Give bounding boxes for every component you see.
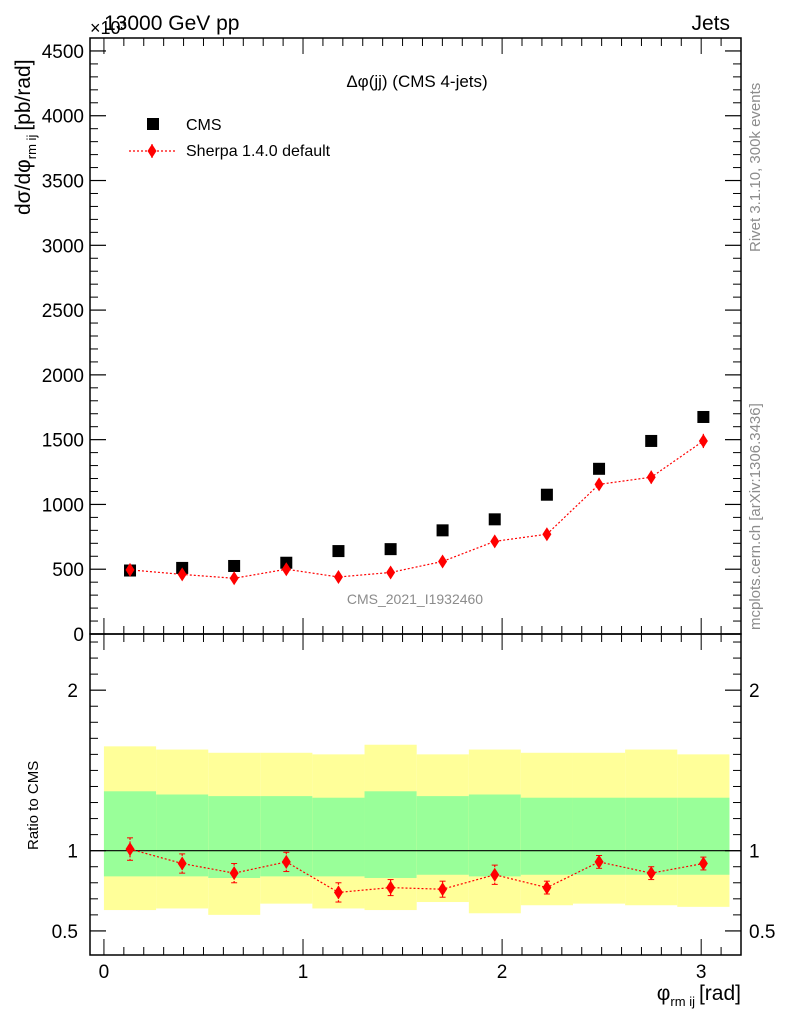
cms-data-point	[488, 513, 501, 526]
analysis-watermark: CMS_2021_I1932460	[347, 591, 483, 607]
ratio-y-tick-label: 0.5	[52, 922, 78, 943]
sherpa-data-point	[594, 477, 604, 492]
y-tick-label: 3000	[42, 236, 84, 257]
sherpa-data-point	[281, 562, 291, 577]
y-axis-label: dσ/dφrm ij [pb/rad]	[12, 59, 39, 215]
sherpa-data-point	[490, 534, 500, 549]
ratio-panel: 0.5 0.5 1 1 2 2 0 1 2 3 Ratio to CMS	[25, 633, 775, 983]
uncertainty-band-inner	[103, 791, 157, 877]
plot-title: Δφ(jj) (CMS 4-jets)	[346, 72, 487, 91]
ratio-data-point	[542, 880, 552, 895]
sherpa-data-point	[646, 470, 656, 485]
ratio-data-point	[177, 856, 187, 871]
uncertainty-band-inner	[520, 797, 573, 875]
uncertainty-band-inner	[364, 791, 417, 878]
ratio-data-point	[490, 867, 500, 882]
cms-data-point	[593, 462, 606, 475]
y-tick-label: 4000	[42, 107, 84, 128]
ratio-data-point	[333, 885, 343, 900]
main-panel: 0 500 1000 1500 2000 2500 3000 3500 4000 4500 Δφ(…	[12, 37, 742, 646]
sherpa-data-point	[229, 571, 239, 586]
y-axis-label-main: dσ/dφ	[12, 159, 35, 215]
header-category: Jets	[691, 12, 730, 35]
y-tick-label: 1500	[42, 431, 84, 452]
y-tick-label: 1000	[42, 495, 84, 516]
y-tick-label: 2000	[42, 366, 84, 387]
sherpa-data-point	[125, 562, 135, 577]
svg-text:dσ/dφrm ij[pb/rad]: dσ/dφrm ij [pb/rad]	[12, 59, 39, 215]
y-tick-label: 500	[52, 560, 84, 581]
sherpa-series-line	[129, 440, 704, 579]
ratio-y-tick-label: 2	[67, 681, 78, 702]
ratio-y-tick-label-right: 0.5	[749, 922, 775, 943]
y-tick-label: 0	[73, 625, 84, 646]
legend-marker-sherpa	[147, 144, 157, 158]
y-tick-label: 2500	[42, 301, 84, 322]
x-tick-label: 2	[497, 962, 508, 983]
cms-data-point	[384, 543, 397, 556]
ratio-data-point	[386, 880, 396, 895]
ratio-data-point	[594, 854, 604, 869]
axis-multiplier: ×10³	[90, 18, 127, 38]
cms-data-point	[332, 545, 345, 558]
svg-text:φrm ij[rad]: φrm ij [rad]	[657, 982, 741, 1009]
x-axis-label-main: φ	[657, 982, 671, 1005]
legend-label-sherpa: Sherpa 1.4.0 default	[186, 143, 331, 160]
legend: CMS Sherpa 1.4.0 default	[129, 117, 331, 160]
uncertainty-band-inner	[312, 797, 365, 877]
ratio-panel-frame	[89, 633, 742, 956]
mcplots-info: mcplots.cern.ch [arXiv:1306.3436]	[747, 403, 764, 630]
x-axis-label: φrm ij [rad]	[657, 982, 741, 1009]
ratio-data-point	[698, 856, 708, 871]
sherpa-data-point	[438, 554, 448, 569]
sherpa-data-point	[177, 567, 187, 582]
ratio-y-tick-label-right: 2	[749, 681, 760, 702]
ratio-data-point	[438, 882, 448, 897]
cms-data-point	[436, 524, 449, 537]
uncertainty-band-inner	[416, 796, 469, 875]
rivet-info: Rivet 3.1.10, 300k events	[747, 83, 764, 252]
ratio-data-point	[646, 866, 656, 881]
x-tick-label: 0	[99, 962, 110, 983]
x-tick-label: 1	[298, 962, 309, 983]
x-axis-label-unit: [rad]	[699, 982, 741, 1005]
legend-label-cms: CMS	[186, 117, 222, 134]
header-energy: 13000 GeV pp	[104, 12, 239, 35]
cms-data-point	[697, 410, 710, 423]
y-axis-label-unit: [pb/rad]	[12, 59, 35, 130]
y-tick-label: 3500	[42, 172, 84, 193]
uncertainty-band-inner	[625, 797, 678, 875]
sherpa-data-point	[386, 565, 396, 580]
x-axis-label-sub: rm ij	[670, 994, 695, 1009]
sherpa-data-point	[542, 527, 552, 542]
ratio-data-point	[125, 842, 135, 857]
x-tick-label: 3	[696, 962, 707, 983]
ratio-y-tick-label: 1	[67, 842, 78, 863]
cms-data-point	[540, 488, 553, 501]
ratio-y-label: Ratio to CMS	[25, 761, 42, 850]
ratio-data-point	[281, 854, 291, 869]
y-axis-label-sub: rm ij	[24, 135, 39, 160]
ratio-data-point	[229, 866, 239, 881]
sherpa-data-point	[698, 433, 708, 448]
cms-data-point	[228, 559, 241, 572]
uncertainty-band-inner	[208, 796, 261, 878]
legend-marker-cms	[147, 118, 159, 130]
y-tick-label: 4500	[42, 42, 84, 63]
uncertainty-band-inner	[468, 794, 521, 877]
cms-data-point	[645, 434, 658, 447]
sherpa-data-point	[333, 569, 343, 584]
ratio-y-tick-label-right: 1	[749, 842, 760, 863]
